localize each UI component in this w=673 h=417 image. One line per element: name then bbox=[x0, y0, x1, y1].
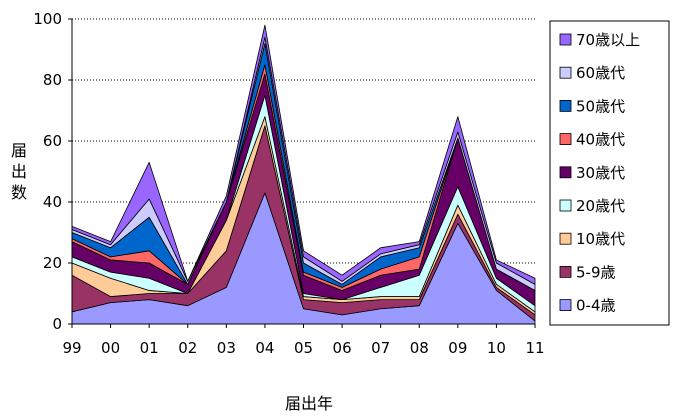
legend-label: 50歳代 bbox=[576, 97, 625, 115]
legend: 70歳以上 60歳代 50歳代 40歳代 30歳代 20歳代 10歳代 5-9歳 0-4歳 bbox=[549, 20, 670, 326]
legend-label: 5-9歳 bbox=[576, 263, 616, 281]
legend-swatch bbox=[559, 265, 572, 278]
legend-label: 30歳代 bbox=[576, 164, 625, 182]
legend-swatch bbox=[559, 133, 572, 146]
x-tick-label: 00 bbox=[101, 339, 120, 357]
legend-swatch bbox=[559, 199, 572, 212]
legend-swatch bbox=[559, 166, 572, 179]
x-tick-label: 10 bbox=[487, 339, 506, 357]
area-series-8 bbox=[71, 24, 536, 285]
x-tick-label: 09 bbox=[448, 339, 467, 357]
x-tick-label: 01 bbox=[140, 339, 159, 357]
legend-swatch bbox=[559, 33, 572, 46]
legend-swatch bbox=[559, 66, 572, 79]
stacked-areas bbox=[71, 24, 536, 325]
legend-label: 60歳代 bbox=[576, 64, 625, 82]
x-tick-label: 08 bbox=[410, 339, 429, 357]
legend-label: 20歳代 bbox=[576, 197, 625, 215]
x-tick-label: 03 bbox=[217, 339, 236, 357]
axes bbox=[68, 18, 536, 328]
legend-swatch bbox=[559, 232, 572, 245]
y-tick-label: 0 bbox=[52, 315, 62, 333]
y-axis-title-char: 出 bbox=[11, 162, 27, 181]
legend-swatch bbox=[559, 299, 572, 312]
y-axis-title-char: 届 bbox=[11, 141, 27, 160]
legend-label: 40歳代 bbox=[576, 131, 625, 149]
x-tick-label: 04 bbox=[255, 339, 274, 357]
x-tick-label: 02 bbox=[178, 339, 197, 357]
legend-label: 10歳代 bbox=[576, 230, 625, 248]
legend-label: 0-4歳 bbox=[576, 297, 616, 315]
y-tick-label: 80 bbox=[43, 71, 62, 89]
x-tick-label: 11 bbox=[525, 339, 544, 357]
y-tick-label: 20 bbox=[43, 254, 62, 272]
x-axis-title: 届出年 bbox=[285, 394, 333, 413]
y-tick-label: 100 bbox=[33, 10, 62, 28]
x-tick-label: 07 bbox=[371, 339, 390, 357]
y-axis-title: 届出数 bbox=[11, 141, 27, 202]
legend-swatch bbox=[559, 100, 572, 112]
y-tick-label: 40 bbox=[43, 193, 62, 211]
tick-labels: 0 20 40 60 80 100 99 00 01 02 03 04 05 06 07 08 09 10 11 bbox=[33, 10, 544, 357]
y-axis-title-char: 数 bbox=[11, 183, 27, 202]
x-tick-label: 05 bbox=[294, 339, 313, 357]
y-tick-label: 60 bbox=[43, 132, 62, 150]
legend-label: 70歳以上 bbox=[576, 31, 640, 49]
x-tick-label: 06 bbox=[333, 339, 352, 357]
x-tick-label: 99 bbox=[62, 339, 81, 357]
